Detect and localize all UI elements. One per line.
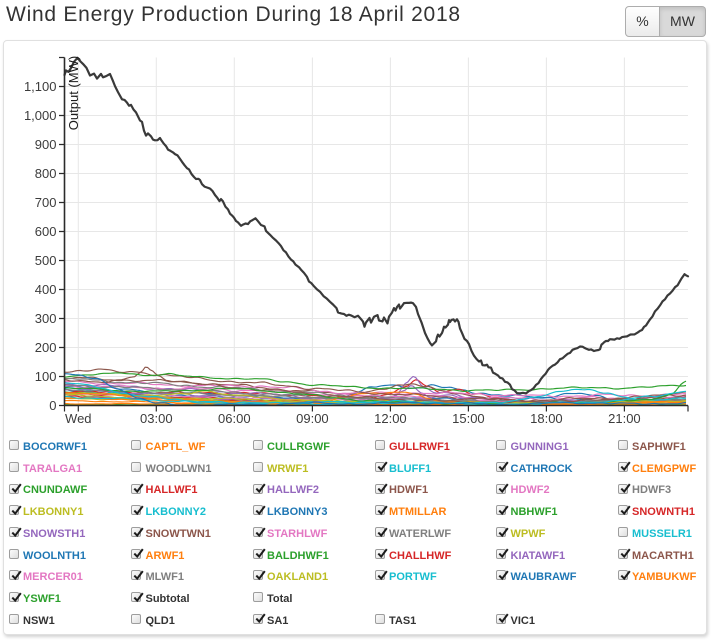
svg-text:900: 900 — [35, 137, 57, 152]
svg-text:09:00: 09:00 — [296, 411, 329, 426]
svg-text:100: 100 — [35, 369, 57, 384]
svg-text:500: 500 — [35, 253, 57, 268]
svg-text:21:00: 21:00 — [608, 411, 641, 426]
svg-text:400: 400 — [35, 282, 57, 297]
svg-text:1,000: 1,000 — [24, 108, 57, 123]
svg-text:0: 0 — [49, 398, 56, 413]
svg-text:06:00: 06:00 — [218, 411, 251, 426]
svg-text:700: 700 — [35, 195, 57, 210]
svg-text:1,100: 1,100 — [24, 79, 57, 94]
svg-text:300: 300 — [35, 311, 57, 326]
svg-text:Wed: Wed — [65, 411, 92, 426]
svg-text:18:00: 18:00 — [530, 411, 563, 426]
svg-text:200: 200 — [35, 340, 57, 355]
svg-text:Output (MW): Output (MW) — [66, 56, 81, 130]
svg-text:15:00: 15:00 — [452, 411, 485, 426]
svg-text:800: 800 — [35, 166, 57, 181]
svg-text:03:00: 03:00 — [140, 411, 173, 426]
svg-text:600: 600 — [35, 224, 57, 239]
svg-text:12:00: 12:00 — [374, 411, 407, 426]
